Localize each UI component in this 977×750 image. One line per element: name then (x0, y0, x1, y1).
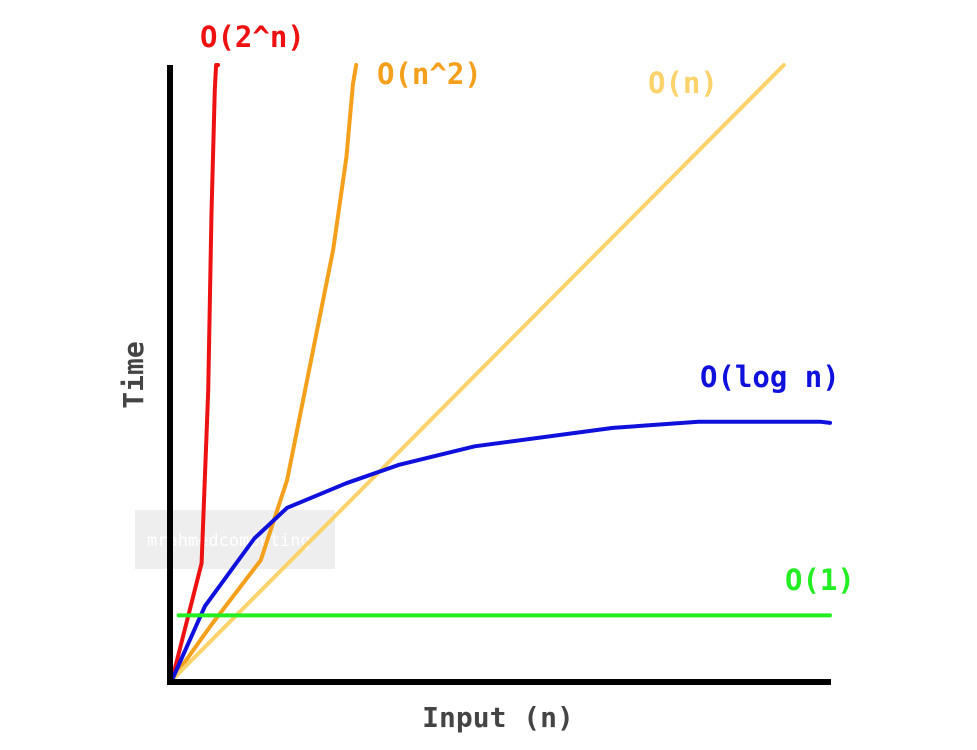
series-line-o-2-n (170, 63, 221, 682)
series-label-o-log-n: O(log n) (700, 360, 840, 394)
series-line-o-n (170, 63, 786, 682)
series-layer (170, 63, 832, 682)
series-label-o-n-squared: O(n^2) (377, 57, 482, 91)
y-axis-label: Time (117, 341, 150, 408)
series-label-o-2-n: O(2^n) (200, 20, 305, 54)
series-label-o-1: O(1) (785, 563, 855, 597)
x-axis-label: Input (n) (422, 701, 574, 734)
series-line-o-log-n (170, 419, 832, 682)
series-label-o-n: O(n) (648, 66, 718, 100)
series-label-layer: O(2^n) O(n^2) O(n) O(log n) O(1) (200, 20, 855, 597)
